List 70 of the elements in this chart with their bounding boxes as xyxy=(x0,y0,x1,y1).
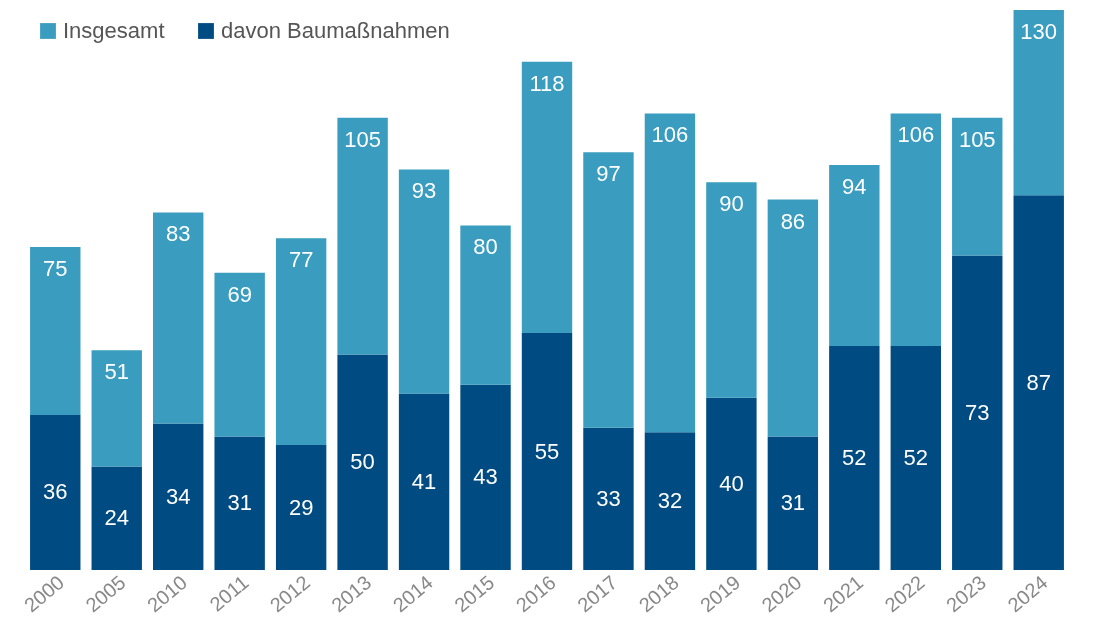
bar xyxy=(275,445,327,570)
bar xyxy=(398,169,450,394)
total-label: 130 xyxy=(1020,19,1058,44)
legend-label: Insgesamt xyxy=(63,18,165,43)
bar xyxy=(706,397,757,570)
total-label: 83 xyxy=(165,221,191,247)
total-label: 97 xyxy=(596,161,621,187)
data-label: 34 xyxy=(165,483,191,509)
bar xyxy=(1013,195,1064,570)
total-label: 93 xyxy=(411,178,437,204)
total-label: 77 xyxy=(288,247,314,273)
bar xyxy=(337,354,388,570)
total-label: 118 xyxy=(529,70,565,96)
bar xyxy=(214,436,265,570)
data-label: 29 xyxy=(288,494,314,520)
data-label: 50 xyxy=(350,449,375,475)
total-label: 106 xyxy=(897,122,935,148)
total-label: 105 xyxy=(344,126,381,152)
data-label: 52 xyxy=(903,445,929,470)
bar xyxy=(583,427,634,570)
data-label: 73 xyxy=(965,399,990,425)
bar xyxy=(890,113,941,346)
total-label: 90 xyxy=(719,191,744,217)
bar xyxy=(460,225,511,385)
data-label: 52 xyxy=(842,445,867,470)
bar xyxy=(952,255,1003,570)
data-label: 41 xyxy=(411,468,437,494)
total-label: 106 xyxy=(651,122,689,148)
bar xyxy=(521,61,573,334)
bar xyxy=(153,212,204,424)
bar xyxy=(583,152,634,428)
bar xyxy=(767,199,819,437)
total-label: 51 xyxy=(104,359,129,385)
data-label: 32 xyxy=(657,488,683,514)
total-label: 75 xyxy=(43,255,68,281)
bar xyxy=(644,432,696,570)
bar xyxy=(767,436,819,570)
total-label: 105 xyxy=(958,126,996,152)
data-label: 87 xyxy=(1026,369,1051,395)
data-label: 31 xyxy=(227,490,252,516)
legend-label: davon Baumaßnahmen xyxy=(221,18,450,43)
bar xyxy=(337,117,388,355)
bar xyxy=(890,346,941,570)
bar xyxy=(398,393,450,570)
bar xyxy=(460,384,511,570)
data-label: 36 xyxy=(43,479,68,505)
total-label: 86 xyxy=(780,208,806,234)
bar xyxy=(153,423,204,570)
bar xyxy=(30,414,81,570)
bar xyxy=(829,346,880,570)
bar xyxy=(91,350,142,467)
bar xyxy=(91,466,142,570)
data-label: 43 xyxy=(473,464,498,490)
data-label: 24 xyxy=(104,505,129,531)
bar xyxy=(644,113,696,433)
bar xyxy=(829,165,880,346)
bar xyxy=(30,246,81,415)
bar xyxy=(214,272,265,437)
bar xyxy=(521,333,573,570)
data-label: 40 xyxy=(719,470,744,496)
bar xyxy=(1013,10,1064,196)
total-label: 80 xyxy=(473,234,498,260)
bar xyxy=(706,182,757,398)
total-label: 94 xyxy=(842,174,867,200)
data-label: 55 xyxy=(534,438,560,464)
data-label: 31 xyxy=(780,490,806,516)
bar xyxy=(952,117,1003,256)
total-label: 69 xyxy=(227,281,252,307)
bar xyxy=(275,238,327,446)
data-label: 33 xyxy=(596,485,621,511)
